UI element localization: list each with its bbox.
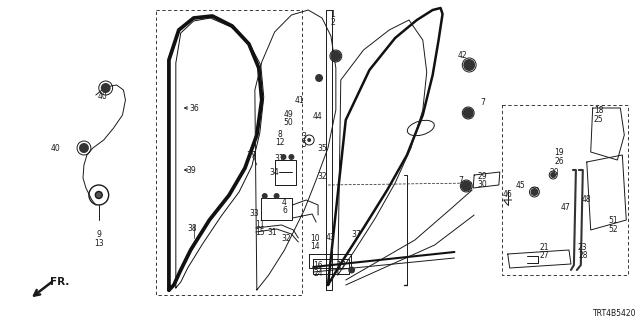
Text: 25: 25 bbox=[594, 115, 604, 124]
Text: 7: 7 bbox=[458, 175, 463, 185]
Text: 33: 33 bbox=[249, 209, 259, 218]
Text: 18: 18 bbox=[594, 106, 604, 115]
Circle shape bbox=[100, 83, 111, 93]
Circle shape bbox=[95, 191, 102, 198]
Text: 40: 40 bbox=[51, 143, 60, 153]
Text: 15: 15 bbox=[255, 228, 264, 236]
Text: 6: 6 bbox=[282, 205, 287, 214]
Text: 45: 45 bbox=[516, 180, 525, 189]
Text: 31: 31 bbox=[268, 228, 278, 236]
Text: 4: 4 bbox=[282, 197, 287, 206]
Text: 50: 50 bbox=[284, 117, 293, 126]
Text: 31: 31 bbox=[275, 154, 284, 163]
Circle shape bbox=[262, 193, 268, 199]
Text: 27: 27 bbox=[540, 252, 549, 260]
Text: 26: 26 bbox=[554, 156, 564, 165]
Text: 5: 5 bbox=[302, 140, 307, 148]
Text: 29: 29 bbox=[477, 172, 487, 180]
Text: 48: 48 bbox=[582, 195, 591, 204]
Text: 32: 32 bbox=[282, 234, 291, 243]
Circle shape bbox=[531, 188, 538, 196]
Text: 34: 34 bbox=[269, 167, 280, 177]
Text: 20: 20 bbox=[549, 167, 559, 177]
Text: 37: 37 bbox=[246, 150, 256, 159]
Text: 13: 13 bbox=[94, 238, 104, 247]
Bar bbox=[156, 10, 302, 295]
Text: 47: 47 bbox=[560, 203, 570, 212]
Text: 9: 9 bbox=[97, 229, 101, 238]
Text: FR.: FR. bbox=[49, 277, 69, 287]
Text: 22: 22 bbox=[531, 187, 540, 196]
Text: 30: 30 bbox=[477, 180, 487, 188]
Circle shape bbox=[348, 267, 355, 274]
Text: 51: 51 bbox=[609, 215, 618, 225]
Text: 21: 21 bbox=[540, 243, 549, 252]
Bar bbox=[502, 105, 628, 275]
Circle shape bbox=[274, 193, 280, 199]
Text: TRT4B5420: TRT4B5420 bbox=[593, 308, 636, 317]
Text: 16: 16 bbox=[313, 260, 323, 269]
Text: 7: 7 bbox=[481, 98, 486, 107]
Text: 38: 38 bbox=[188, 223, 197, 233]
Circle shape bbox=[79, 143, 89, 153]
Text: 3: 3 bbox=[302, 132, 307, 140]
Circle shape bbox=[289, 154, 294, 160]
Text: 14: 14 bbox=[310, 242, 320, 251]
Text: 17: 17 bbox=[336, 260, 346, 269]
Text: 39: 39 bbox=[187, 165, 196, 174]
Text: 40: 40 bbox=[98, 92, 108, 100]
Text: 36: 36 bbox=[189, 103, 200, 113]
Text: 8: 8 bbox=[277, 130, 282, 139]
Text: 37: 37 bbox=[352, 229, 362, 238]
Text: 42: 42 bbox=[458, 51, 467, 60]
Text: 46: 46 bbox=[503, 189, 513, 198]
Text: 2: 2 bbox=[330, 18, 335, 27]
Text: 24: 24 bbox=[313, 269, 323, 278]
Text: 28: 28 bbox=[578, 252, 588, 260]
Circle shape bbox=[307, 138, 311, 142]
Text: 52: 52 bbox=[609, 225, 618, 234]
Text: 44: 44 bbox=[312, 111, 322, 121]
Text: 49: 49 bbox=[284, 109, 293, 118]
Text: 35: 35 bbox=[317, 143, 327, 153]
Circle shape bbox=[315, 74, 323, 82]
Text: 10: 10 bbox=[310, 234, 320, 243]
Circle shape bbox=[461, 180, 472, 191]
Text: 23: 23 bbox=[578, 243, 588, 252]
Text: 41: 41 bbox=[294, 95, 304, 105]
Circle shape bbox=[463, 108, 474, 118]
Text: 43: 43 bbox=[326, 233, 336, 242]
Circle shape bbox=[330, 51, 341, 61]
Circle shape bbox=[550, 172, 556, 178]
Text: 32: 32 bbox=[317, 172, 327, 180]
Circle shape bbox=[463, 59, 475, 71]
Circle shape bbox=[280, 154, 287, 160]
Text: 19: 19 bbox=[554, 148, 564, 156]
Text: 11: 11 bbox=[255, 220, 264, 228]
Text: 1: 1 bbox=[330, 10, 335, 19]
Text: 12: 12 bbox=[275, 138, 284, 147]
